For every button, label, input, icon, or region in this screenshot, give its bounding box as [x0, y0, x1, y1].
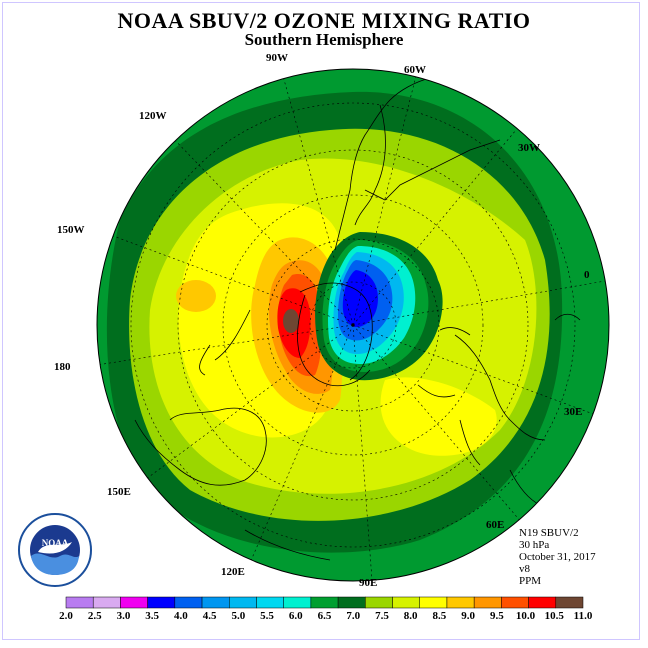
- lon-label-120w: 120W: [139, 110, 167, 122]
- colorbar-swatch: [446, 596, 475, 609]
- colorbar-swatch: [256, 596, 284, 609]
- noaa-logo: NOAA: [18, 513, 92, 587]
- colorbar-tick-label: 9.5: [490, 610, 504, 622]
- lon-label-90w: 90W: [266, 52, 288, 64]
- version-label: v8: [519, 563, 530, 575]
- colorbar-tick-label: 4.0: [174, 610, 188, 622]
- colorbar-tick-label: 8.0: [404, 610, 418, 622]
- colorbar-tick-label: 3.5: [145, 610, 159, 622]
- colorbar-tick-label: 9.0: [461, 610, 475, 622]
- colorbar-tick-label: 3.0: [117, 610, 131, 622]
- colorbar-swatch: [310, 596, 339, 609]
- map-subtitle: Southern Hemisphere: [244, 30, 404, 49]
- meridians: [97, 69, 606, 581]
- colorbar-swatch: [229, 596, 257, 609]
- colorbar-swatch: [555, 596, 584, 609]
- colorbar-swatch: [283, 596, 312, 609]
- colorbar-tick-label: 5.0: [231, 610, 245, 622]
- colorbar-swatch: [65, 596, 94, 609]
- colorbar-tick-label: 4.5: [203, 610, 217, 622]
- page-frame: [2, 2, 640, 640]
- latitude-circles: [130, 102, 576, 548]
- map-border: [96, 68, 610, 582]
- lon-label-120e: 120E: [221, 566, 245, 578]
- colorbar-swatch: [120, 596, 148, 609]
- colorbar: 2.0 2.5 3.0 3.5 4.0 4.5 5.0 5.5 6.0 6.5 7.0 7.5 8.0 8…: [59, 596, 593, 622]
- region-ppm-3-5: [342, 270, 378, 328]
- colorbar-swatch: [147, 596, 176, 609]
- colorbar-tick-label: 10.0: [516, 610, 536, 622]
- colorbar-tick-label: 6.5: [318, 610, 332, 622]
- colorbar-swatch: [92, 596, 121, 609]
- lon-label-60e: 60E: [486, 519, 504, 531]
- region-ppm-9-0-west: [176, 280, 216, 312]
- map-title: NOAA SBUV/2 OZONE MIXING RATIO: [117, 8, 531, 33]
- colorbar-swatch: [337, 596, 366, 609]
- colorbar-swatch: [174, 596, 203, 609]
- colorbar-tick-label: 2.5: [88, 610, 102, 622]
- colorbar-swatch: [473, 596, 502, 609]
- date-label: October 31, 2017: [519, 551, 596, 563]
- colorbar-swatch: [365, 596, 393, 609]
- units-label: PPM: [519, 575, 542, 587]
- colorbar-tick-label: 8.5: [433, 610, 447, 622]
- lon-label-150w: 150W: [57, 224, 85, 236]
- colorbar-swatch: [419, 596, 448, 609]
- region-ppm-8-5-east: [380, 377, 497, 456]
- lon-label-180: 180: [54, 361, 71, 373]
- colorbar-swatch: [392, 596, 420, 609]
- lon-label-0: 0: [584, 269, 590, 281]
- lon-label-30e: 30E: [564, 406, 582, 418]
- level-label: 30 hPa: [519, 539, 550, 551]
- colorbar-swatch: [501, 596, 529, 609]
- colorbar-tick-label: 10.5: [545, 610, 565, 622]
- logo-text: NOAA: [42, 538, 69, 548]
- colorbar-tick-label: 7.0: [346, 610, 360, 622]
- coastlines: [134, 77, 581, 561]
- colorbar-tick-label: 6.0: [289, 610, 303, 622]
- colorbar-tick-label: 5.5: [260, 610, 274, 622]
- colorbar-swatch: [201, 596, 230, 609]
- lon-label-150e: 150E: [107, 486, 131, 498]
- colorbar-swatch: [528, 596, 557, 609]
- colorbar-tick-label: 2.0: [59, 610, 73, 622]
- region-ppm-11-0: [283, 309, 299, 333]
- colorbar-tick-label: 7.5: [375, 610, 389, 622]
- lon-label-60w: 60W: [404, 64, 426, 76]
- satellite-label: N19 SBUV/2: [519, 527, 579, 539]
- longitude-labels: 90W 60W 120W 30W 150W 0 180 30E 150E 60E…: [54, 52, 590, 589]
- colorbar-tick-label: 11.0: [574, 610, 593, 622]
- lon-label-90e: 90E: [359, 577, 377, 589]
- ozone-field: [97, 69, 609, 581]
- lon-label-30w: 30W: [518, 142, 540, 154]
